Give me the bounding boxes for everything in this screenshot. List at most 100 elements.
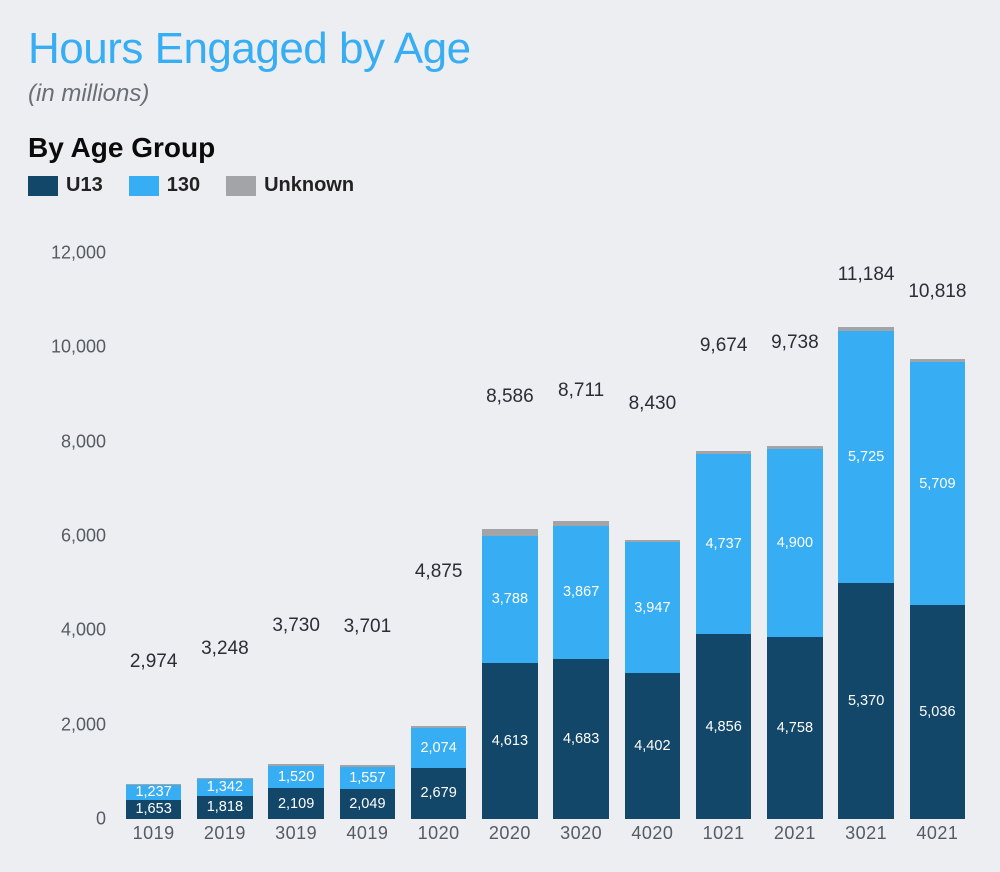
- bar-slot: 4,856 4,737 9,674: [688, 253, 759, 819]
- legend-item-unknown: Unknown: [226, 174, 354, 197]
- bar-segment-label: 4,683: [563, 731, 599, 747]
- x-tick-label: 3019: [261, 823, 332, 853]
- bar-segment-o13: 1,557: [340, 767, 396, 790]
- bar-total-label: 8,430: [629, 393, 677, 415]
- bar-segment-label: 3,788: [492, 591, 528, 607]
- bar-segment-label: 2,074: [420, 740, 456, 756]
- bar-segment-label: 4,758: [777, 720, 813, 736]
- x-tick-label: 3020: [546, 823, 617, 853]
- x-axis: 1019201930194019102020203020402010212021…: [118, 823, 973, 853]
- x-tick-label: 1021: [688, 823, 759, 853]
- bar-segment-o13: 4,737: [696, 454, 752, 634]
- y-tick-label: 12,000: [46, 243, 106, 264]
- y-axis: 02,0004,0006,0008,00010,00012,000: [48, 253, 118, 819]
- y-tick-label: 8,000: [46, 431, 106, 452]
- bar-slot: 5,036 5,709 10,818: [902, 253, 973, 819]
- legend-label: 130: [167, 174, 200, 197]
- x-tick-label: 4021: [902, 823, 973, 853]
- x-tick-label: 4020: [617, 823, 688, 853]
- y-tick-label: 2,000: [46, 714, 106, 735]
- x-tick-label: 2021: [759, 823, 830, 853]
- bar-segment-o13: 5,709: [910, 362, 966, 605]
- bar-segment-o13: 3,867: [553, 526, 609, 658]
- page-title: Hours Engaged by Age: [28, 24, 980, 74]
- bar-stack: 4,7584,9009,738: [767, 360, 823, 819]
- bar-total-label: 8,711: [558, 380, 604, 402]
- bar-slot: 5,3705,72511,184: [831, 253, 902, 819]
- bar-slot: 4,613 3,788 8,586: [474, 253, 545, 819]
- bar-segment-u13: 5,036: [910, 605, 966, 819]
- bar-total-label: 9,674: [700, 335, 748, 357]
- plot-area: 1,6531,2372,974 1,8181,342 3,248 2,109 1,520…: [118, 253, 973, 819]
- bar-stack: 2,1091,5203,730: [268, 643, 324, 819]
- bar-slot: 4,683 3,867 8,711: [546, 253, 617, 819]
- bar-segment-label: 2,049: [349, 796, 385, 812]
- stacked-bar-chart: 02,0004,0006,0008,00010,00012,000 1,6531…: [48, 233, 978, 853]
- bar-segment-o13: 1,520: [268, 766, 324, 788]
- bar-segment-u13: 4,683: [553, 659, 609, 819]
- bar-segment-o13: 1,342: [197, 779, 253, 796]
- x-tick-label: 1020: [403, 823, 474, 853]
- bar-slot: 4,758 4,900 9,738: [759, 253, 830, 819]
- bar-total-label: 11,184: [838, 264, 895, 286]
- bar-total-label: 8,586: [486, 386, 534, 408]
- bar-segment-label: 4,900: [777, 535, 813, 551]
- bar-slot: 2,679 2,074 4,875: [403, 253, 474, 819]
- bars-container: 1,6531,2372,974 1,8181,342 3,248 2,109 1,520…: [118, 253, 973, 819]
- bar-stack: 2,0491,5573,701: [340, 644, 396, 819]
- bar-segment-label: 1,557: [349, 770, 385, 786]
- bar-stack: 4,4023,9478,430: [625, 421, 681, 819]
- bar-segment-u13: 4,613: [482, 663, 538, 819]
- bar-stack: 4,6833,8678,711: [553, 408, 609, 819]
- bar-total-label: 4,875: [415, 561, 463, 583]
- bar-segment-label: 2,109: [278, 796, 314, 812]
- bar-segment-o13: 3,788: [482, 536, 538, 664]
- bar-segment-u13: 2,049: [340, 789, 396, 819]
- page-root: Hours Engaged by Age (in millions) By Ag…: [0, 0, 1000, 872]
- bar-segment-label: 1,237: [135, 784, 171, 800]
- bar-stack: 4,6133,7888,586: [482, 414, 538, 819]
- x-tick-label: 3021: [831, 823, 902, 853]
- bar-segment-label: 4,737: [705, 536, 741, 552]
- x-tick-label: 4019: [332, 823, 403, 853]
- bar-segment-label: 4,856: [705, 719, 741, 735]
- legend-label: U13: [66, 174, 103, 197]
- x-tick-label: 2019: [189, 823, 260, 853]
- bar-segment-label: 2,679: [420, 785, 456, 801]
- bar-stack: 2,6792,0744,875: [411, 589, 467, 819]
- bar-segment-label: 1,342: [207, 779, 243, 795]
- bar-total-label: 3,248: [201, 638, 249, 660]
- bar-segment-label: 5,036: [919, 704, 955, 720]
- bar-segment-u13: 2,679: [411, 768, 467, 819]
- chart-subheader: By Age Group: [28, 132, 980, 164]
- bar-segment-u13: 1,818: [197, 796, 253, 819]
- bar-total-label: 10,818: [908, 281, 966, 303]
- bar-segment-o13: 5,725: [838, 331, 894, 583]
- bar-slot: 2,109 1,520 3,730: [261, 253, 332, 819]
- bar-stack: 1,8181,3423,248: [197, 666, 253, 819]
- bar-segment-u13: 4,758: [767, 637, 823, 819]
- x-tick-label: 1019: [118, 823, 189, 853]
- page-subtitle: (in millions): [28, 80, 980, 108]
- bar-slot: 1,6531,2372,974: [118, 253, 189, 819]
- bar-total-label: 2,974: [130, 651, 178, 673]
- legend-item-o13: 130: [129, 174, 200, 197]
- legend: U13 130 Unknown: [28, 174, 980, 197]
- bar-segment-o13: 1,237: [126, 785, 182, 799]
- bar-stack: 1,6531,2372,974: [126, 679, 182, 819]
- bar-slot: 1,8181,342 3,248: [189, 253, 260, 819]
- bar-segment-u13: 4,856: [696, 634, 752, 819]
- bar-total-label: 9,738: [771, 332, 819, 354]
- legend-swatch-o13: [129, 176, 159, 196]
- bar-segment-o13: 3,947: [625, 542, 681, 673]
- bar-segment-label: 5,725: [848, 449, 884, 465]
- bar-segment-label: 3,947: [634, 600, 670, 616]
- x-tick-label: 2020: [474, 823, 545, 853]
- bar-total-label: 3,701: [344, 616, 392, 638]
- bar-segment-label: 4,613: [492, 733, 528, 749]
- legend-item-u13: U13: [28, 174, 103, 197]
- bar-segment-label: 1,520: [278, 769, 314, 785]
- bar-slot: 2,049 1,557 3,701: [332, 253, 403, 819]
- bar-segment-label: 3,867: [563, 584, 599, 600]
- bar-total-label: 3,730: [272, 615, 320, 637]
